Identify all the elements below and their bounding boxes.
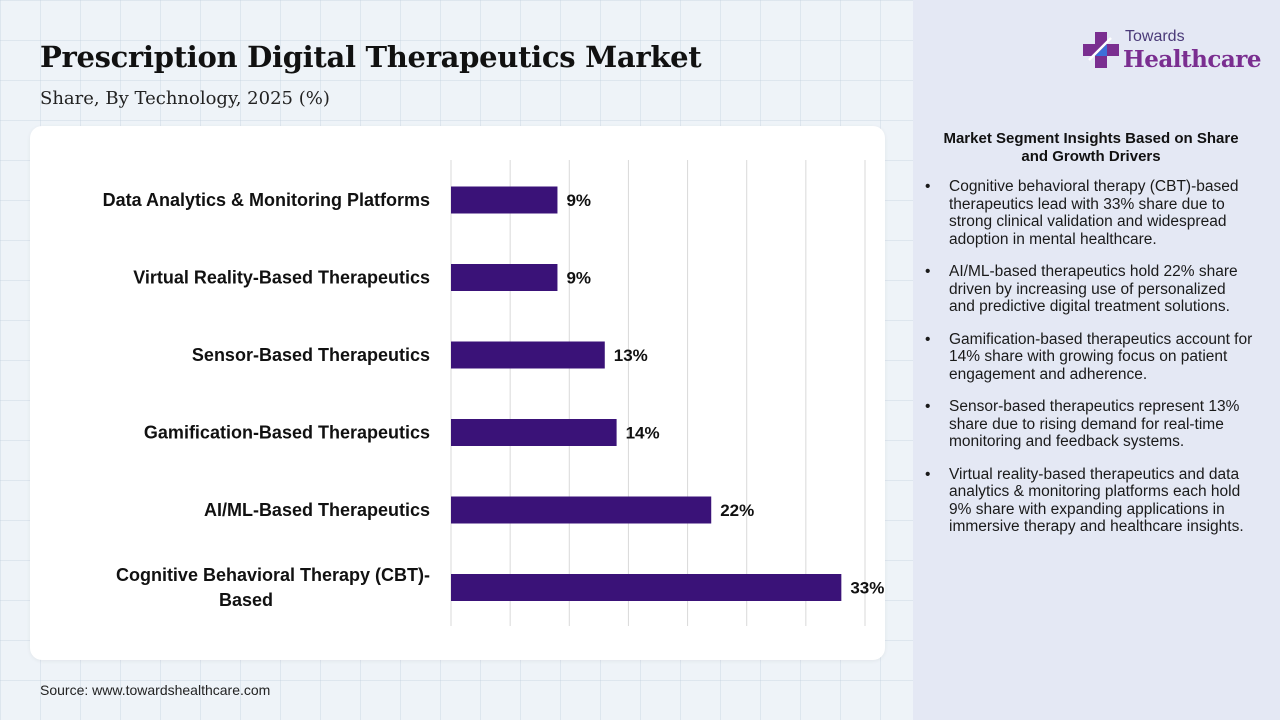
data-label: 14% xyxy=(626,424,660,443)
brand-logo: Towards Healthcare xyxy=(1081,28,1262,78)
insights-sidebar: Towards Healthcare Market Segment Insigh… xyxy=(913,0,1280,720)
insight-item: • Gamification-based therapeutics account… xyxy=(925,330,1253,383)
insight-text: Virtual reality-based therapeutics and d… xyxy=(949,465,1244,536)
bar xyxy=(451,496,712,524)
category-label: AI/ML-Based Therapeutics xyxy=(204,500,430,520)
insight-item: • Sensor-based therapeutics represent 13%… xyxy=(925,398,1240,450)
insight-text: Cognitive behavioral therapy (CBT)-based… xyxy=(949,178,1239,248)
source-note: Source: www.towardshealthcare.com xyxy=(40,682,271,698)
bar xyxy=(451,341,605,369)
category-label: Virtual Reality-Based Therapeutics xyxy=(133,268,430,288)
data-label: 13% xyxy=(614,346,648,365)
category-label: Sensor-Based Therapeutics xyxy=(192,345,430,365)
insight-text: AI/ML-based therapeutics hold 22% share … xyxy=(949,263,1238,315)
medical-cross-icon xyxy=(1083,32,1119,68)
insight-item: • Cognitive behavioral therapy (CBT)-base… xyxy=(925,178,1239,248)
data-label: 33% xyxy=(850,579,884,598)
bar xyxy=(451,574,842,601)
category-label: Cognitive Behavioral Therapy (CBT)-Based xyxy=(116,565,430,610)
data-label: 9% xyxy=(566,269,591,288)
bar xyxy=(451,419,617,446)
insights-title: Market Segment Insights Based on Share a… xyxy=(943,130,1239,165)
data-label: 22% xyxy=(720,501,754,520)
data-label: 9% xyxy=(566,191,591,210)
bar-chart: 9% Data Analytics & Monitoring Platforms 9… xyxy=(103,160,884,626)
category-label: Data Analytics & Monitoring Platforms xyxy=(103,190,430,210)
page-title: Prescription Digital Therapeutics Market xyxy=(40,40,702,74)
bar xyxy=(451,264,558,291)
brand-top-text: Towards xyxy=(1125,28,1185,45)
chart-card: 9% Data Analytics & Monitoring Platforms 9… xyxy=(30,126,885,660)
page-subtitle: Share, By Technology, 2025 (%) xyxy=(40,88,330,109)
bar xyxy=(451,186,558,214)
insight-text: Sensor-based therapeutics represent 13% … xyxy=(949,398,1240,450)
insight-item: • Virtual reality-based therapeutics and … xyxy=(925,465,1244,536)
brand-main-text: Healthcare xyxy=(1123,46,1262,73)
category-label: Gamification-Based Therapeutics xyxy=(144,423,430,443)
insight-item: • AI/ML-based therapeutics hold 22% share… xyxy=(925,263,1238,315)
insights-list: • Cognitive behavioral therapy (CBT)-base… xyxy=(925,178,1255,551)
insight-text: Gamification-based therapeutics account … xyxy=(949,330,1253,383)
